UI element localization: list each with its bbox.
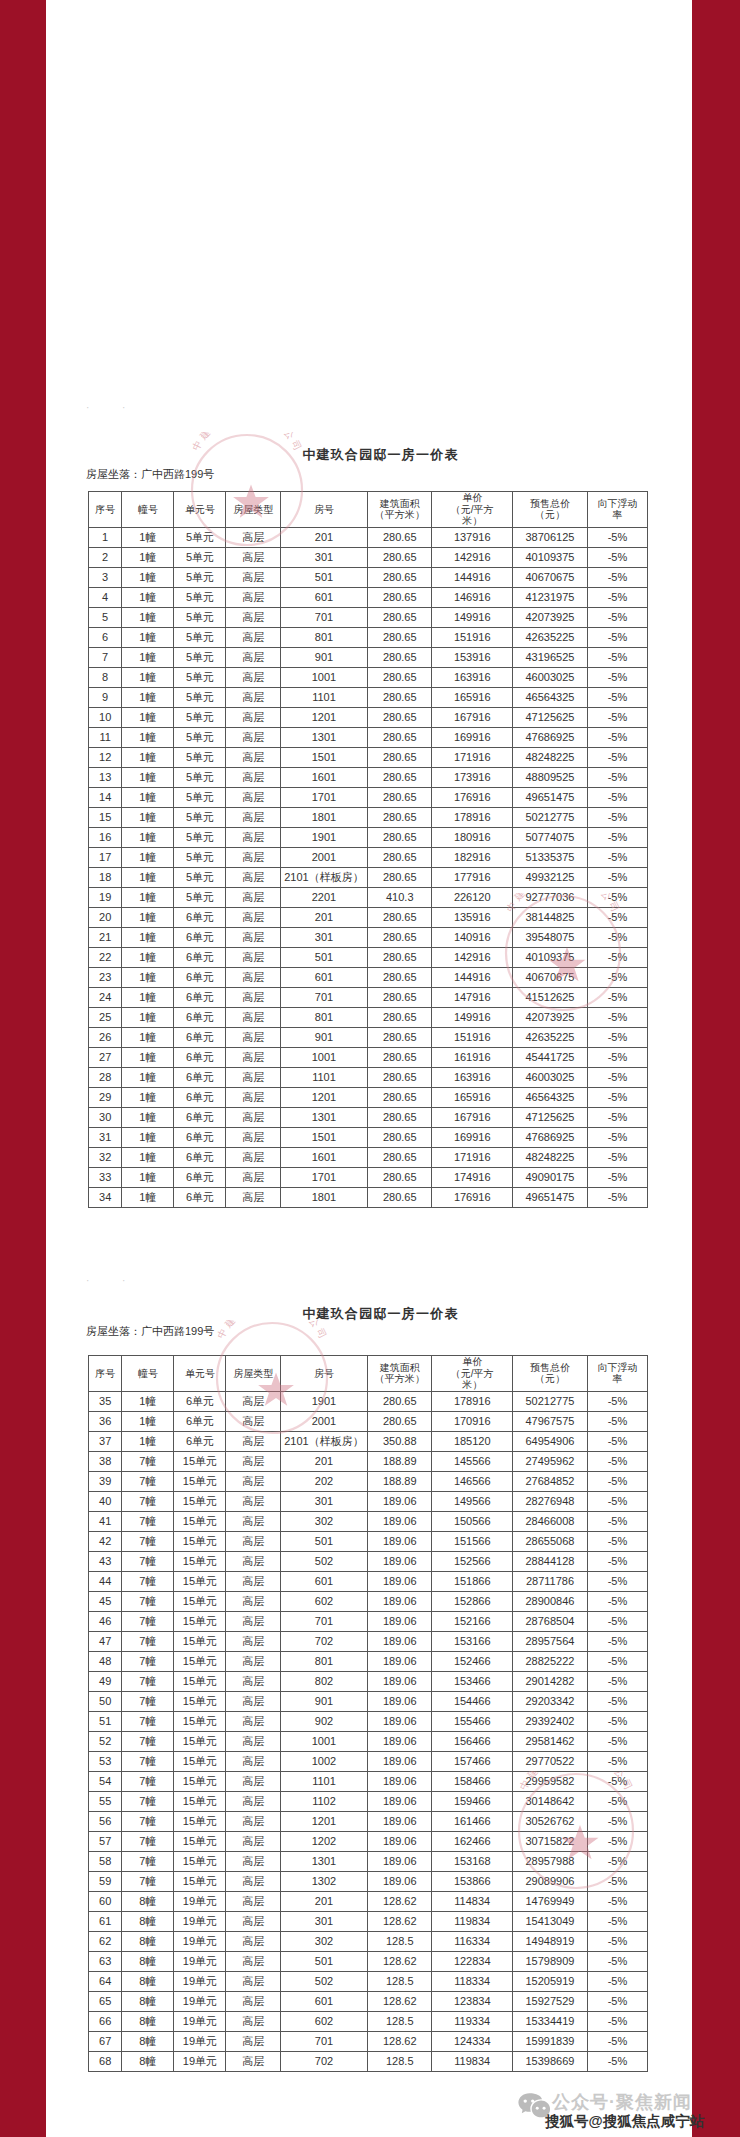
svg-text:中 建 地 产 物 业 有 限 公 司: 中 建 地 产 物 业 有 限 公 司 [214,1320,330,1346]
